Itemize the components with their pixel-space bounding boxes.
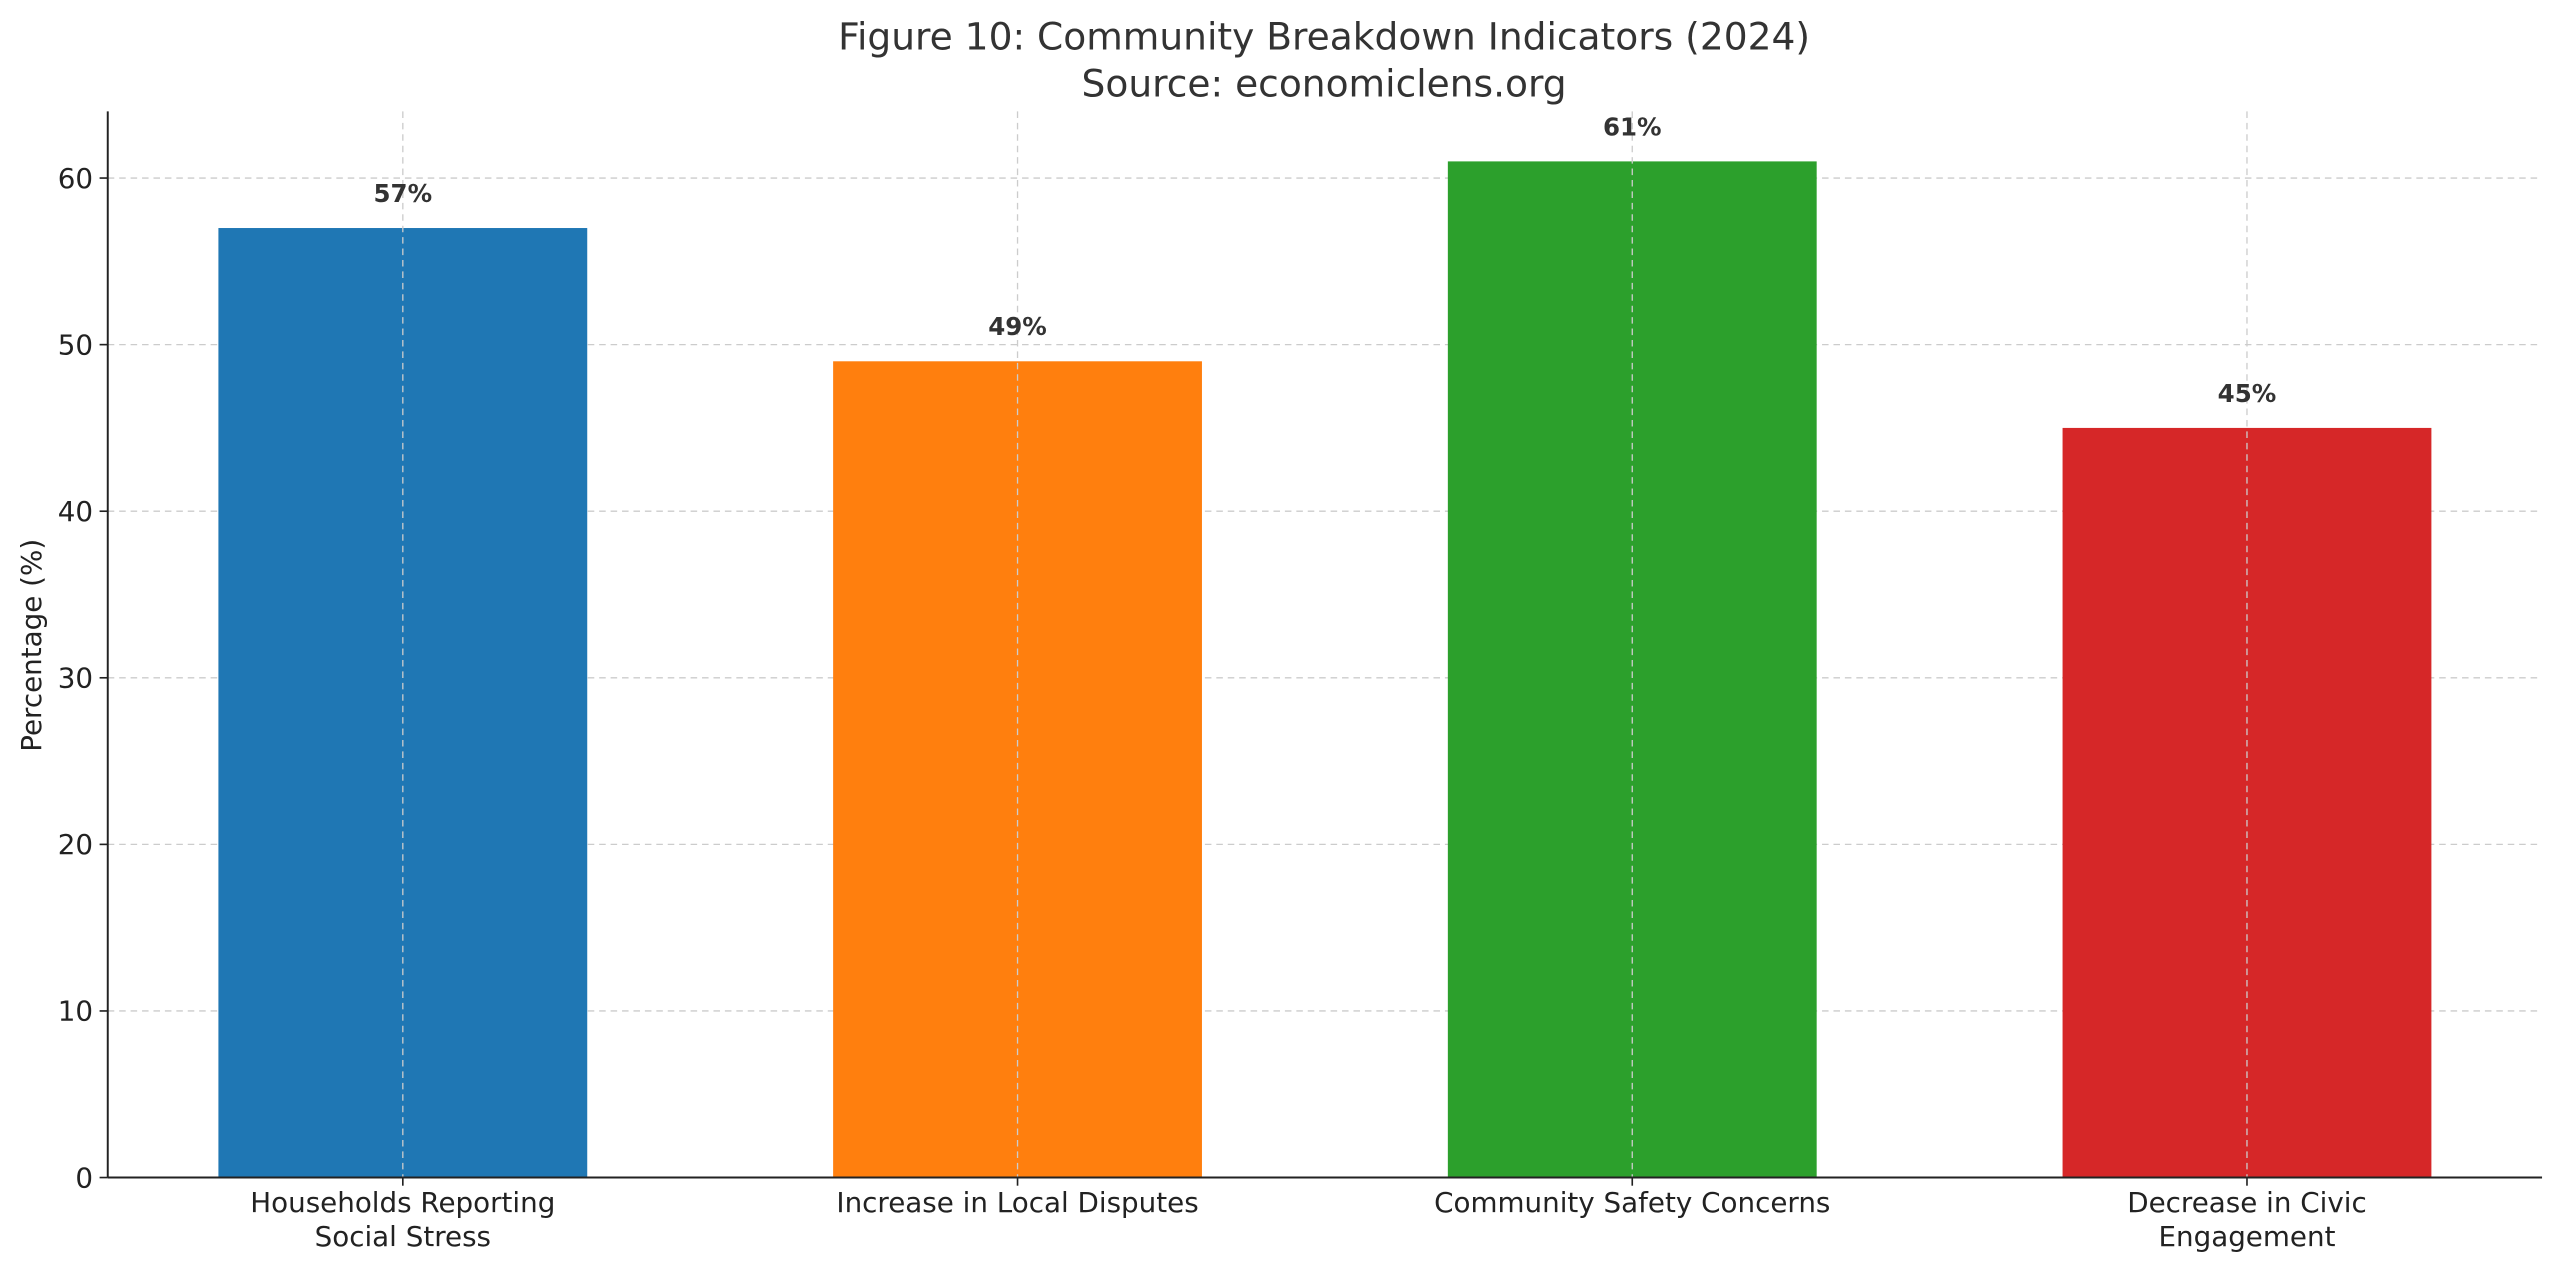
y-tick-label: 20 [58, 828, 93, 861]
x-tick-label: Households Reporting [250, 1186, 555, 1219]
x-tick-label: Social Stress [315, 1220, 491, 1253]
data-label: 45% [2218, 379, 2277, 408]
chart-subtitle: Source: economiclens.org [1082, 62, 1567, 106]
x-tick-label: Community Safety Concerns [1434, 1186, 1830, 1219]
y-tick-label: 40 [58, 495, 93, 528]
y-tick-label: 60 [58, 162, 93, 195]
y-tick-label: 0 [75, 1161, 93, 1194]
chart-title: Figure 10: Community Breakdown Indicator… [838, 14, 1810, 58]
y-tick-label: 50 [58, 328, 93, 361]
bar [218, 228, 588, 1178]
x-tick-label: Increase in Local Disputes [836, 1186, 1198, 1219]
bar [1447, 161, 1817, 1178]
y-axis-label: Percentage (%) [15, 539, 48, 752]
y-tick-label: 10 [58, 995, 93, 1028]
y-tick-label: 30 [58, 662, 93, 695]
data-label: 49% [988, 312, 1047, 341]
data-label: 61% [1603, 112, 1662, 141]
data-label: 57% [374, 179, 433, 208]
x-tick-label: Decrease in Civic [2127, 1186, 2367, 1219]
bar [833, 361, 1202, 1178]
x-tick-label: Engagement [2158, 1220, 2335, 1253]
